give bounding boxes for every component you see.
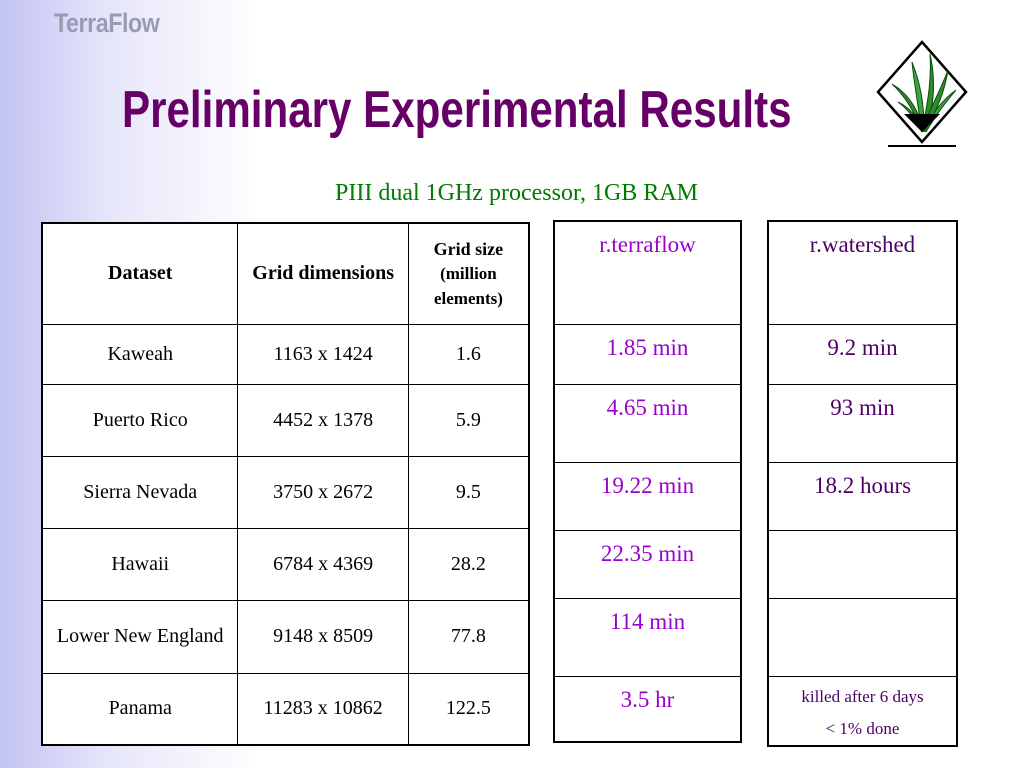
table-row: Kaweah 1163 x 1424 1.6: [41, 323, 530, 385]
watershed-table: r.watershed 9.2 min 93 min 18.2 hours ki…: [767, 220, 958, 748]
table-row: 22.35 min: [553, 529, 742, 599]
table-row: 4.65 min: [553, 383, 742, 463]
header-grid-size-unit: (million elements): [433, 264, 503, 308]
table-row: 3.5 hr: [553, 675, 742, 743]
terraflow-time-cell: 19.22 min: [553, 461, 742, 531]
table-row: 9.2 min: [767, 323, 958, 385]
brand-label: TerraFlow: [54, 8, 160, 38]
table-header-row: r.watershed: [767, 220, 958, 325]
terraflow-time-cell: 4.65 min: [553, 383, 742, 463]
watershed-note-line-2: < 1% done: [825, 718, 900, 738]
table-row: [767, 597, 958, 677]
watershed-time-cell: [767, 597, 958, 677]
grid-size-cell: 77.8: [407, 599, 530, 674]
grid-size-cell: 28.2: [407, 527, 530, 601]
header-grid-size-label: Grid size: [433, 239, 504, 260]
table-row: [767, 529, 958, 599]
table-row: 19.22 min: [553, 461, 742, 531]
watershed-note-cell: killed after 6 days < 1% done: [767, 675, 958, 747]
grid-size-cell: 9.5: [407, 455, 530, 529]
grid-dimensions-cell: 1163 x 1424: [237, 323, 409, 385]
header-grid-dimensions: Grid dimensions: [237, 222, 409, 325]
grid-dimensions-cell: 3750 x 2672: [237, 455, 409, 529]
terraflow-time-cell: 3.5 hr: [553, 675, 742, 743]
table-header-row: Dataset Grid dimensions Grid size (milli…: [41, 222, 530, 325]
terraflow-table: r.terraflow 1.85 min 4.65 min 19.22 min …: [553, 220, 742, 743]
watershed-time-cell: [767, 529, 958, 599]
terraflow-time-cell: 22.35 min: [553, 529, 742, 599]
watershed-header: r.watershed: [767, 220, 958, 325]
table-row: 114 min: [553, 597, 742, 677]
subtitle: PIII dual 1GHz processor, 1GB RAM: [335, 180, 698, 206]
watershed-note-line-1: killed after 6 days: [801, 686, 924, 706]
dataset-cell: Lower New England: [41, 599, 239, 674]
header-dataset: Dataset: [41, 222, 239, 325]
terraflow-header: r.terraflow: [553, 220, 742, 325]
watershed-time-cell: 93 min: [767, 383, 958, 463]
grid-dimensions-cell: 9148 x 8509: [237, 599, 409, 674]
grid-dimensions-cell: 11283 x 10862: [237, 672, 409, 746]
grass-gis-logo-icon: [876, 40, 968, 147]
dataset-cell: Sierra Nevada: [41, 455, 239, 529]
grid-size-cell: 5.9: [407, 383, 530, 457]
terraflow-time-cell: 1.85 min: [553, 323, 742, 385]
table-row: 18.2 hours: [767, 461, 958, 531]
table-row: killed after 6 days < 1% done: [767, 675, 958, 747]
terraflow-time-cell: 114 min: [553, 597, 742, 677]
dataset-cell: Kaweah: [41, 323, 239, 385]
grid-dimensions-cell: 6784 x 4369: [237, 527, 409, 601]
dataset-cell: Puerto Rico: [41, 383, 239, 457]
table-row: Sierra Nevada 3750 x 2672 9.5: [41, 455, 530, 529]
table-row: Hawaii 6784 x 4369 28.2: [41, 527, 530, 601]
table-row: 93 min: [767, 383, 958, 463]
grid-size-cell: 1.6: [407, 323, 530, 385]
grid-dimensions-cell: 4452 x 1378: [237, 383, 409, 457]
table-row: Puerto Rico 4452 x 1378 5.9: [41, 383, 530, 457]
table-row: Lower New England 9148 x 8509 77.8: [41, 599, 530, 674]
table-row: 1.85 min: [553, 323, 742, 385]
page-title: Preliminary Experimental Results: [122, 81, 792, 139]
table-row: Panama 11283 x 10862 122.5: [41, 672, 530, 746]
watershed-time-cell: 18.2 hours: [767, 461, 958, 531]
table-header-row: r.terraflow: [553, 220, 742, 325]
grid-size-cell: 122.5: [407, 672, 530, 746]
dataset-cell: Panama: [41, 672, 239, 746]
watershed-time-cell: 9.2 min: [767, 323, 958, 385]
dataset-cell: Hawaii: [41, 527, 239, 601]
header-grid-size: Grid size (million elements): [407, 222, 530, 325]
dataset-table: Dataset Grid dimensions Grid size (milli…: [41, 222, 530, 746]
